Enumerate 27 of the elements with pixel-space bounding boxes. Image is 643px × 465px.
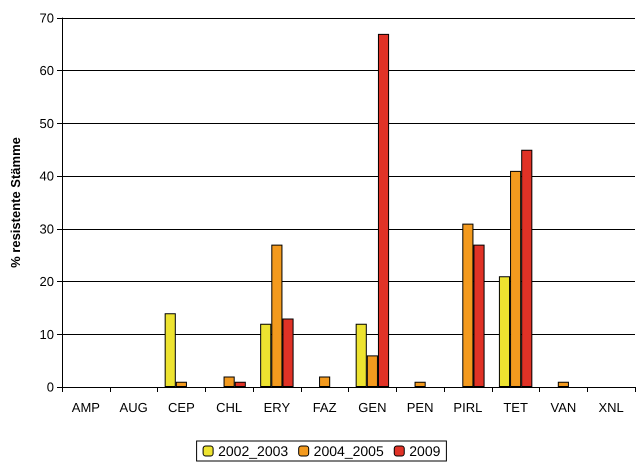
x-tick-label: XNL (598, 400, 624, 415)
bar (414, 382, 426, 387)
legend-label: 2004_2005 (314, 443, 384, 459)
y-tick-label: 50 (40, 116, 54, 131)
x-tick-label: AUG (120, 400, 148, 415)
legend-label: 2002_2003 (218, 443, 288, 459)
x-tick-label: TET (503, 400, 528, 415)
legend-label: 2009 (409, 443, 441, 459)
y-tick-label: 30 (40, 221, 54, 236)
x-tick-label: PIRL (453, 400, 482, 415)
y-tick-label: 0 (46, 380, 54, 394)
x-tick-label: VAN (550, 400, 576, 415)
y-tick-label: 70 (40, 10, 54, 26)
y-tick-label: 20 (40, 274, 54, 290)
y-axis-title: % resistente Stämme (8, 137, 23, 268)
bar (558, 382, 569, 387)
y-tick-label: 10 (40, 326, 54, 342)
y-tick-label: 60 (40, 63, 54, 78)
x-tick-label: CHL (216, 400, 242, 415)
x-tick-label: PEN (406, 400, 434, 415)
x-tick-label: AMP (72, 400, 100, 415)
y-tick-label: 40 (40, 168, 54, 184)
bar (319, 376, 330, 387)
x-tick-label: CEP (168, 400, 195, 415)
x-tick-label: ERY (264, 400, 290, 415)
x-tick-label: FAZ (312, 400, 337, 415)
x-tick-label: GEN (358, 400, 386, 415)
